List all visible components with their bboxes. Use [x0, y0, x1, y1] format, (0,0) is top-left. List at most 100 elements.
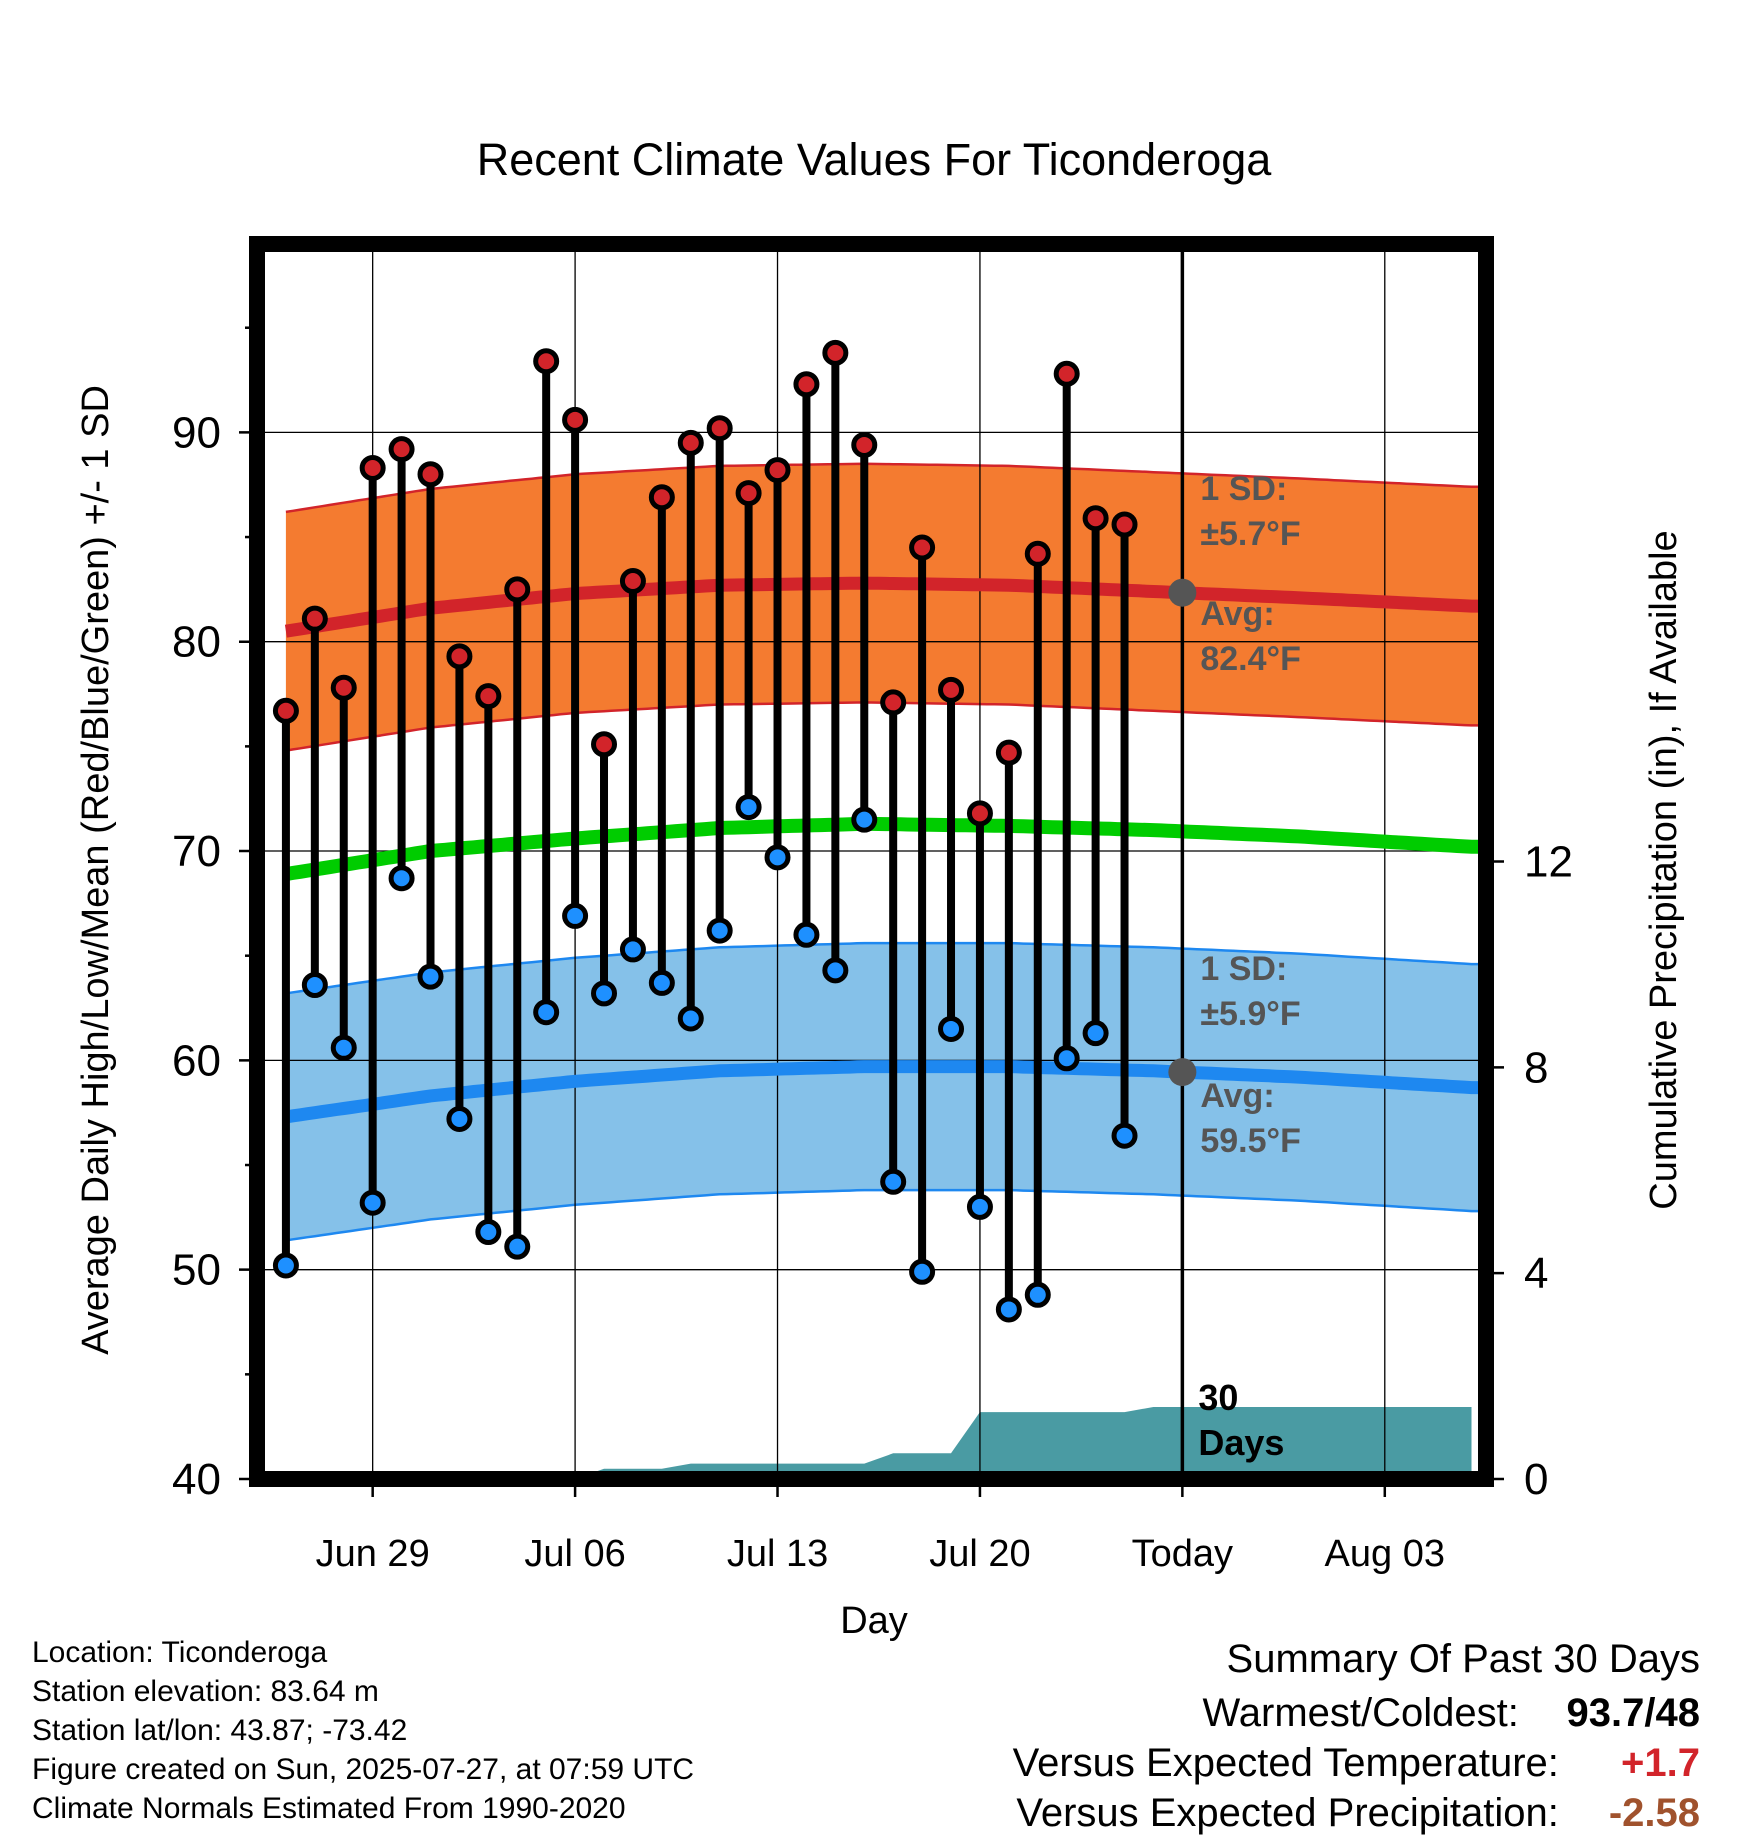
high-sd-annotation-line1: 1 SD: [1200, 470, 1287, 508]
y-tick-label: 50 [172, 1246, 221, 1295]
high-band-upper-edge [285, 462, 1479, 514]
daily-high-marker [301, 605, 328, 632]
daily-low-marker [417, 963, 444, 990]
daily-low-marker [504, 1233, 531, 1260]
daily-low-marker [591, 980, 618, 1007]
precip-value: -2.58 [1608, 1791, 1700, 1835]
daily-high-marker [735, 480, 762, 507]
x-tick-label: Jul 13 [727, 1533, 828, 1575]
daily-high-marker [938, 676, 965, 703]
daily-high-marker [1053, 360, 1080, 387]
x-tick-label: Jun 29 [316, 1533, 430, 1575]
warmest-coldest-value: 93.7/48 [1530, 1688, 1700, 1738]
slash: / [1644, 1691, 1656, 1735]
daily-high-marker [417, 461, 444, 488]
daily-low-marker [793, 921, 820, 948]
chart-title: Recent Climate Values For Ticonderoga [477, 134, 1273, 185]
summary-precip-row: Versus Expected Precipitation: -2.58 [1013, 1788, 1700, 1838]
warmest-value: 93.7 [1566, 1691, 1645, 1735]
precip-label: Versus Expected Precipitation: [1016, 1791, 1559, 1835]
x-tick-label: Aug 03 [1325, 1533, 1445, 1575]
x-tick-label: Jul 06 [524, 1533, 625, 1575]
y2-tick-label: 4 [1524, 1249, 1548, 1298]
high-avg-annotation-line1: Avg: [1200, 595, 1274, 633]
daily-low-marker [1024, 1281, 1051, 1308]
daily-high-marker [504, 576, 531, 603]
daily-high-marker [677, 429, 704, 456]
today-high-avg-dot [1168, 578, 1197, 607]
elevation-text: Station elevation: 83.64 m [32, 1675, 379, 1708]
daily-low-marker [938, 1015, 965, 1042]
daily-low-marker [562, 902, 589, 929]
daily-low-marker [1111, 1122, 1138, 1149]
daily-low-marker [880, 1168, 907, 1195]
daily-high-marker [880, 689, 907, 716]
daily-low-marker [619, 936, 646, 963]
y2-tick-label: 0 [1524, 1455, 1548, 1504]
daily-low-marker [272, 1252, 299, 1279]
daily-low-marker [995, 1296, 1022, 1323]
temp-value: +1.7 [1621, 1741, 1700, 1785]
daily-high-marker [851, 431, 878, 458]
summary-warmest-row: Warmest/Coldest: 93.7/48 [1013, 1688, 1701, 1738]
y-axis-label: Average Daily High/Low/Mean (Red/Blue/Gr… [75, 385, 117, 1355]
daily-low-marker [1082, 1020, 1109, 1047]
daily-low-marker [475, 1219, 502, 1245]
daily-high-marker [388, 436, 415, 463]
daily-high-marker [648, 484, 675, 511]
daily-high-marker [591, 731, 618, 758]
summary-title: Summary Of Past 30 Days [1226, 1637, 1700, 1681]
x-tick-label: Jul 20 [929, 1533, 1030, 1575]
daily-low-marker [359, 1189, 386, 1216]
plot-background [257, 244, 1486, 1479]
summary-panel: Summary Of Past 30 Days Warmest/Coldest:… [1013, 1637, 1700, 1838]
daily-low-marker [764, 844, 791, 871]
high-avg-annotation-line2: 82.4°F [1200, 640, 1301, 678]
days-annotation-line2: Days [1198, 1422, 1284, 1463]
daily-high-marker [764, 457, 791, 484]
daily-low-marker [966, 1193, 993, 1220]
y-tick-label: 70 [172, 827, 221, 876]
x-tick-label: Today [1132, 1533, 1233, 1575]
daily-low-marker [388, 865, 415, 892]
x-axis-label: Day [840, 1600, 908, 1642]
daily-low-marker [301, 972, 328, 998]
y-tick-label: 90 [172, 408, 221, 457]
daily-low-marker [851, 806, 878, 833]
high-sd-band [285, 463, 1479, 751]
days-annotation-line1: 30 [1198, 1377, 1238, 1418]
daily-high-marker [1082, 505, 1109, 532]
warmest-label: Warmest/Coldest: [1202, 1691, 1519, 1735]
precipitation-area [285, 1407, 1472, 1479]
y-tick-label: 80 [172, 618, 221, 667]
low-sd-annotation-line2: ±5.9°F [1200, 995, 1300, 1033]
location-text: Location: Ticonderoga [32, 1636, 328, 1669]
plot-area: 1 SD: ±5.7°F Avg: 82.4°F 1 SD: ±5.9°F Avg: 59.5… [172, 236, 1573, 1575]
low-avg-annotation-line2: 59.5°F [1200, 1122, 1301, 1160]
daily-high-marker [909, 534, 936, 561]
daily-low-marker [706, 917, 733, 944]
daily-high-marker [359, 454, 386, 481]
daily-low-marker [330, 1034, 357, 1061]
daily-low-marker [677, 1005, 704, 1032]
y-tick-label: 40 [172, 1455, 221, 1504]
low-avg-annotation-line1: Avg: [1200, 1077, 1274, 1115]
daily-high-marker [822, 339, 849, 366]
y-tick-label: 60 [172, 1036, 221, 1085]
daily-low-marker [648, 969, 675, 996]
plot-frame [249, 236, 1494, 1487]
y2-tick-label: 8 [1524, 1043, 1548, 1092]
daily-low-marker [909, 1258, 936, 1285]
coldest-value: 48 [1655, 1691, 1701, 1735]
y2-tick-label: 12 [1524, 838, 1573, 887]
daily-high-marker [446, 643, 473, 670]
daily-high-marker [1024, 540, 1051, 567]
daily-high-marker [1111, 511, 1138, 538]
temp-label: Versus Expected Temperature: [1012, 1741, 1559, 1785]
normals-text: Climate Normals Estimated From 1990-2020 [32, 1792, 626, 1825]
daily-high-marker [966, 800, 993, 827]
daily-high-marker [533, 348, 560, 375]
daily-low-marker [735, 794, 762, 821]
high-sd-annotation-line2: ±5.7°F [1200, 515, 1300, 553]
